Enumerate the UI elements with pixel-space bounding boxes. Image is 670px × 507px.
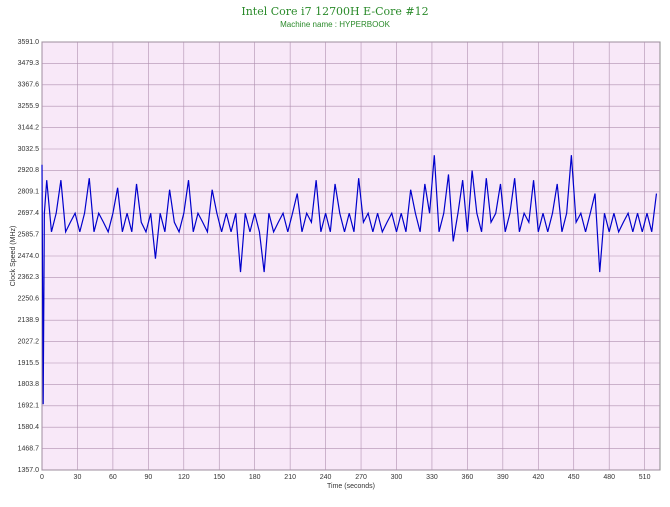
- y-tick-label: 1803.8: [18, 381, 40, 388]
- chart-title: Intel Core i7 12700H E-Core #12: [241, 5, 428, 18]
- y-tick-label: 2474.0: [18, 253, 40, 260]
- x-tick-label: 60: [109, 474, 117, 481]
- y-tick-label: 3255.9: [18, 103, 40, 110]
- y-tick-label: 2585.7: [18, 231, 40, 238]
- y-tick-label: 3367.6: [18, 82, 40, 89]
- y-tick-label: 3144.2: [18, 124, 40, 131]
- y-tick-label: 1357.0: [18, 467, 40, 474]
- y-tick-label: 2250.6: [18, 296, 40, 303]
- x-tick-label: 30: [74, 474, 82, 481]
- x-axis-label: Time (seconds): [327, 483, 375, 490]
- x-tick-label: 120: [178, 474, 190, 481]
- y-tick-label: 2920.8: [18, 167, 40, 174]
- x-tick-label: 180: [249, 474, 261, 481]
- x-tick-label: 210: [284, 474, 296, 481]
- y-tick-label: 2138.9: [18, 317, 40, 324]
- x-tick-label: 150: [213, 474, 225, 481]
- y-tick-label: 3032.5: [18, 146, 40, 153]
- y-tick-label: 1468.7: [18, 445, 40, 452]
- y-tick-label: 2697.4: [18, 210, 40, 217]
- y-tick-label: 1915.5: [18, 360, 40, 367]
- x-tick-label: 90: [144, 474, 152, 481]
- y-tick-label: 2362.3: [18, 274, 40, 281]
- y-tick-label: 3479.3: [18, 60, 40, 67]
- x-tick-label: 390: [497, 474, 509, 481]
- x-tick-label: 0: [40, 474, 44, 481]
- x-tick-label: 420: [532, 474, 544, 481]
- x-tick-label: 450: [568, 474, 580, 481]
- y-tick-label: 3591.0: [18, 39, 40, 46]
- chart-subtitle: Machine name : HYPERBOOK: [280, 20, 390, 29]
- x-tick-label: 510: [639, 474, 651, 481]
- x-tick-label: 240: [320, 474, 332, 481]
- data-line: [41, 155, 658, 405]
- x-tick-label: 480: [603, 474, 615, 481]
- x-tick-label: 330: [426, 474, 438, 481]
- y-tick-label: 1580.4: [18, 424, 40, 431]
- y-tick-label: 2027.2: [18, 338, 40, 345]
- x-tick-label: 270: [355, 474, 367, 481]
- y-axis-label: Clock Speed (MHz): [10, 226, 17, 287]
- y-tick-label: 1692.1: [18, 403, 40, 410]
- x-tick-label: 300: [391, 474, 403, 481]
- x-tick-label: 360: [462, 474, 474, 481]
- y-tick-label: 2809.1: [18, 189, 40, 196]
